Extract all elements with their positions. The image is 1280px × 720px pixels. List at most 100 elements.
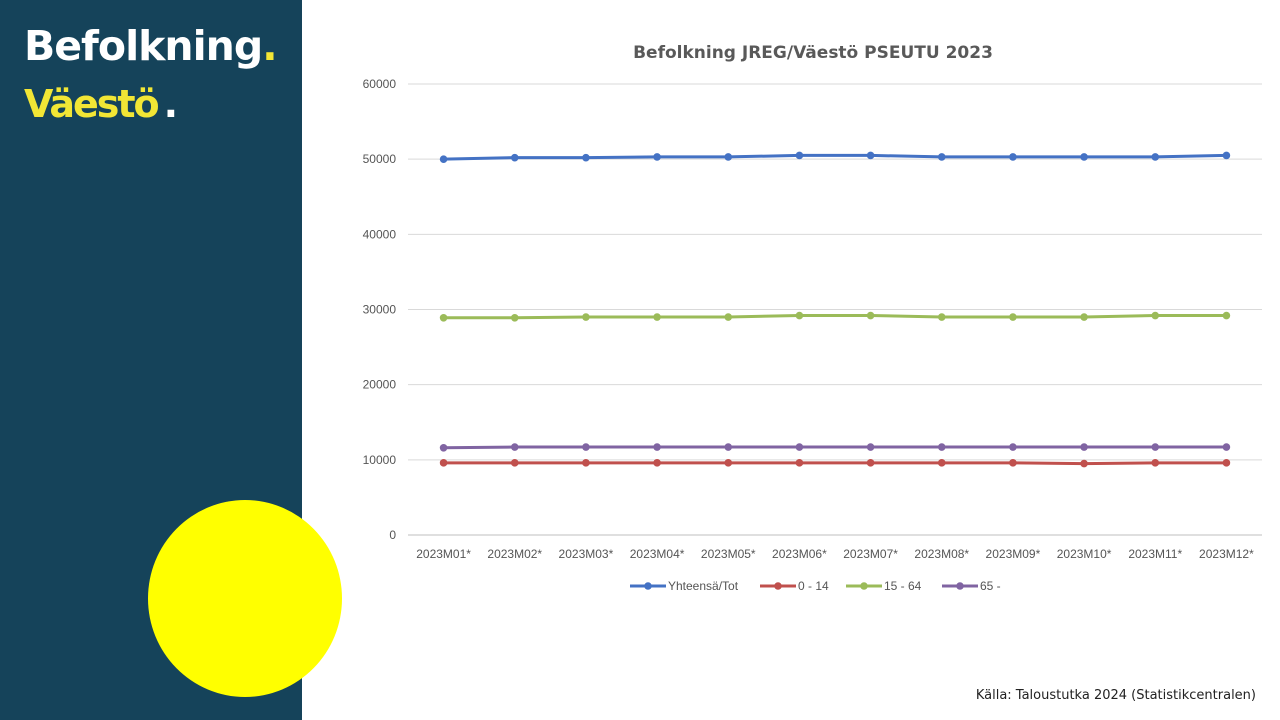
data-point	[653, 459, 661, 467]
data-point	[1080, 443, 1088, 451]
series-line	[443, 445, 1227, 450]
data-point	[1009, 153, 1017, 161]
chart-x-axis: 2023M01* 2023M02* 2023M03* 2023M04* 2023M05*…	[416, 547, 1254, 561]
data-point	[1222, 311, 1231, 320]
data-point	[1009, 443, 1017, 451]
data-point	[724, 313, 733, 321]
data-point	[582, 443, 590, 451]
source-note: Källa: Taloustutka 2024 (Statistikcentra…	[975, 688, 1256, 703]
legend-item: 65 -	[942, 579, 1001, 593]
data-point	[937, 313, 946, 321]
data-point	[582, 313, 590, 321]
x-tick-label: 2023M06*	[772, 547, 827, 561]
legend-label: 0 - 14	[798, 579, 829, 593]
data-point	[1151, 443, 1160, 451]
data-point	[1080, 153, 1088, 161]
y-tick-label: 30000	[363, 303, 397, 317]
x-tick-label: 2023M04*	[630, 547, 685, 561]
legend-swatch-marker	[644, 582, 652, 590]
x-tick-label: 2023M03*	[559, 547, 614, 561]
data-point	[653, 313, 661, 321]
data-point	[866, 459, 875, 467]
legend-item: 15 - 64	[846, 579, 922, 593]
x-tick-label: 2023M10*	[1057, 547, 1112, 561]
data-point	[795, 151, 804, 160]
x-tick-label: 2023M07*	[843, 547, 898, 561]
data-point	[653, 153, 661, 161]
y-tick-label: 10000	[363, 453, 397, 467]
chart-y-axis: 0 10000 20000 30000 40000 50000 60000	[363, 77, 397, 542]
chart-legend: Yhteensä/Tot 0 - 14 15 - 64 65 -	[630, 579, 1001, 593]
data-point	[724, 459, 733, 467]
title-swedish-dot: .	[262, 22, 278, 70]
legend-item: 0 - 14	[760, 579, 829, 593]
data-point	[937, 459, 946, 467]
data-point	[866, 311, 875, 320]
data-point	[724, 443, 733, 451]
legend-label: 65 -	[980, 579, 1001, 593]
legend-label: Yhteensä/Tot	[668, 579, 739, 593]
title-finnish: Väestö.	[24, 82, 179, 126]
data-point	[439, 444, 448, 452]
series-0	[439, 151, 1231, 163]
chart-gridlines	[408, 83, 1262, 536]
title-swedish-text: Befolkning	[24, 22, 263, 70]
data-point	[510, 443, 519, 451]
data-point	[439, 155, 448, 163]
x-tick-label: 2023M08*	[914, 547, 969, 561]
data-point	[795, 443, 804, 451]
legend-label: 15 - 64	[884, 579, 922, 593]
data-point	[866, 151, 875, 160]
population-line-chart: Befolkning JREG/Väestö PSEUTU 2023 0 1000…	[363, 43, 1262, 593]
data-point	[1151, 459, 1160, 467]
data-point	[653, 443, 661, 451]
legend-swatch-marker	[956, 582, 964, 590]
series-line	[443, 153, 1227, 161]
x-tick-label: 2023M01*	[416, 547, 471, 561]
data-point	[724, 153, 733, 161]
data-point	[795, 459, 804, 467]
y-tick-label: 20000	[363, 378, 397, 392]
series-line	[443, 314, 1227, 320]
legend-item: Yhteensä/Tot	[630, 579, 739, 593]
data-point	[1080, 459, 1088, 468]
data-point	[1009, 459, 1017, 467]
y-tick-label: 40000	[363, 227, 397, 241]
data-point	[1222, 459, 1231, 467]
title-finnish-text: Väestö	[24, 82, 160, 126]
decorative-yellow-circle	[148, 500, 342, 697]
y-tick-label: 0	[389, 528, 396, 542]
data-point	[1151, 311, 1160, 320]
data-point	[582, 459, 590, 467]
x-tick-label: 2023M02*	[487, 547, 542, 561]
x-tick-label: 2023M05*	[701, 547, 756, 561]
chart-title: Befolkning JREG/Väestö PSEUTU 2023	[633, 43, 993, 63]
data-point	[510, 459, 519, 467]
data-point	[1009, 313, 1017, 321]
title-finnish-dot: .	[163, 82, 179, 126]
data-point	[1080, 313, 1088, 321]
legend-swatch-marker	[774, 582, 782, 590]
data-point	[1151, 153, 1160, 161]
series-3	[439, 443, 1231, 452]
data-point	[795, 311, 804, 320]
data-point	[439, 459, 448, 467]
data-point	[510, 313, 519, 322]
data-point	[937, 443, 946, 451]
data-point	[1222, 443, 1231, 451]
x-tick-label: 2023M11*	[1128, 547, 1182, 561]
y-tick-label: 60000	[363, 77, 397, 91]
series-2	[439, 311, 1231, 322]
series-line	[443, 461, 1227, 466]
series-1	[439, 459, 1231, 468]
x-tick-label: 2023M12*	[1199, 547, 1254, 561]
y-tick-label: 50000	[363, 152, 397, 166]
data-point	[439, 313, 448, 322]
data-point	[510, 153, 519, 162]
x-tick-label: 2023M09*	[986, 547, 1041, 561]
data-point	[1222, 151, 1231, 160]
title-swedish: Befolkning.	[24, 22, 278, 70]
data-point	[866, 443, 875, 451]
data-point	[937, 153, 946, 161]
legend-swatch-marker	[860, 582, 868, 590]
